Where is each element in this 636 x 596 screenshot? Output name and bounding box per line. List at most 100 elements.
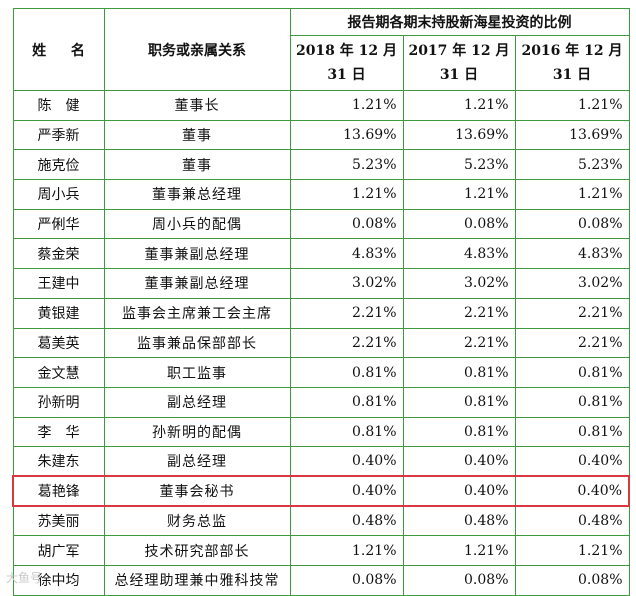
cell-role: 周小兵的配偶 — [103, 208, 291, 240]
cell-2016: 0.81% — [514, 386, 630, 418]
cell-name: 施克俭 — [12, 149, 105, 181]
cell-2018: 3.02% — [289, 268, 404, 299]
cell-role: 副总经理 — [103, 386, 291, 418]
cell-2016: 1.21% — [514, 535, 630, 566]
cell-2017: 1.21% — [402, 90, 516, 121]
cell-2016: 2.21% — [514, 297, 630, 329]
cell-2018: 0.08% — [289, 208, 404, 240]
cell-name: 孙新明 — [12, 386, 105, 418]
cell-2016: 0.08% — [514, 565, 630, 596]
cell-2016: 4.83% — [514, 238, 630, 270]
cell-name: 李 华 — [12, 416, 105, 448]
cell-2018: 0.08% — [289, 565, 404, 596]
cell-2017: 2.21% — [402, 297, 516, 329]
table-row: 王建中 董事兼副总经理 3.02% 3.02% 3.02% — [12, 268, 630, 299]
cell-2017: 2.21% — [402, 327, 516, 359]
cell-2016: 0.40% — [514, 446, 630, 477]
cell-role: 监事会主席兼工会主席 — [103, 297, 291, 329]
shareholding-table: 姓 名 职务或亲属关系 报告期各期末持股新海星投资的比例 2018 年 12 月… — [12, 8, 630, 596]
table-row: 葛美英 监事兼品保部部长 2.21% 2.21% 2.21% — [12, 327, 630, 359]
header-name: 姓 名 — [12, 8, 105, 91]
cell-role: 财务总监 — [103, 505, 291, 537]
cell-2017: 13.69% — [402, 119, 516, 151]
cell-2018: 0.81% — [289, 357, 404, 388]
cell-role: 职工监事 — [103, 357, 291, 388]
cell-name: 苏美丽 — [12, 505, 105, 537]
cell-role: 董事会秘书 — [103, 475, 291, 508]
cell-role: 副总经理 — [103, 446, 291, 477]
cell-role: 监事兼品保部部长 — [103, 327, 291, 359]
cell-2017: 0.40% — [402, 475, 516, 508]
cell-2016: 1.21% — [514, 179, 630, 210]
cell-2017: 1.21% — [402, 535, 516, 566]
cell-2018: 2.21% — [289, 297, 404, 329]
cell-2017: 0.08% — [402, 565, 516, 596]
cell-name: 严俐华 — [12, 208, 105, 240]
cell-2016: 3.02% — [514, 268, 630, 299]
cell-2017: 5.23% — [402, 149, 516, 181]
cell-2018: 5.23% — [289, 149, 404, 181]
cell-2017: 0.40% — [402, 446, 516, 477]
cell-2018: 13.69% — [289, 119, 404, 151]
cell-2018: 1.21% — [289, 179, 404, 210]
cell-role: 总经理助理兼中雅科技常 — [103, 565, 291, 596]
cell-role: 董事兼副总经理 — [103, 268, 291, 299]
cell-name: 王建中 — [12, 268, 105, 299]
cell-2018: 0.40% — [289, 475, 404, 508]
watermark: 大鱼号 — [6, 571, 43, 585]
table-row: 严俐华 周小兵的配偶 0.08% 0.08% 0.08% — [12, 208, 630, 240]
cell-2016: 0.08% — [514, 208, 630, 240]
header-year-2018: 2018 年 12 月 31 日 — [289, 35, 404, 91]
table-row: 严季新 董事 13.69% 13.69% 13.69% — [12, 119, 630, 151]
cell-2017: 3.02% — [402, 268, 516, 299]
cell-name: 胡广军 — [12, 535, 105, 566]
cell-role: 董事 — [103, 149, 291, 181]
cell-2017: 1.21% — [402, 179, 516, 210]
table-row: 徐中均 总经理助理兼中雅科技常 0.08% 0.08% 0.08% — [12, 565, 630, 596]
header-year-2017: 2017 年 12 月 31 日 — [402, 35, 516, 91]
table-row: 施克俭 董事 5.23% 5.23% 5.23% — [12, 149, 630, 181]
table-row: 孙新明 副总经理 0.81% 0.81% 0.81% — [12, 386, 630, 418]
cell-role: 董事兼总经理 — [103, 179, 291, 210]
cell-name: 蔡金荣 — [12, 238, 105, 270]
table-body: 陈 健董事长 1.21% 1.21% 1.21% 严季新 董事 13.69% 13.69% 13… — [12, 90, 630, 596]
cell-2016: 0.81% — [514, 357, 630, 388]
cell-name: 陈 健 — [12, 90, 105, 121]
cell-2016: 2.21% — [514, 327, 630, 359]
cell-role: 董事长 — [103, 90, 291, 121]
table-row: 李 华孙新明的配偶 0.81% 0.81% 0.81% — [12, 416, 630, 448]
cell-2017: 0.48% — [402, 505, 516, 537]
table-row: 金文慧 职工监事 0.81% 0.81% 0.81% — [12, 357, 630, 388]
cell-2018: 0.81% — [289, 386, 404, 418]
cell-2018: 0.48% — [289, 505, 404, 537]
cell-2018: 2.21% — [289, 327, 404, 359]
table-row: 胡广军 技术研究部部长 1.21% 1.21% 1.21% — [12, 535, 630, 566]
table-row: 陈 健董事长 1.21% 1.21% 1.21% — [12, 90, 630, 121]
table-row: 黄银建 监事会主席兼工会主席 2.21% 2.21% 2.21% — [12, 297, 630, 329]
header-group-title: 报告期各期末持股新海星投资的比例 — [289, 8, 630, 36]
cell-name: 葛艳锋 — [12, 475, 105, 508]
cell-name: 黄银建 — [12, 297, 105, 329]
header-role: 职务或亲属关系 — [103, 8, 291, 91]
table-row: 周小兵 董事兼总经理 1.21% 1.21% 1.21% — [12, 179, 630, 210]
table-row: 蔡金荣 董事兼副总经理 4.83% 4.83% 4.83% — [12, 238, 630, 270]
cell-name: 金文慧 — [12, 357, 105, 388]
cell-2017: 0.81% — [402, 386, 516, 418]
cell-role: 孙新明的配偶 — [103, 416, 291, 448]
cell-2016: 13.69% — [514, 119, 630, 151]
cell-2018: 1.21% — [289, 90, 404, 121]
cell-role: 技术研究部部长 — [103, 535, 291, 566]
cell-2018: 4.83% — [289, 238, 404, 270]
cell-2017: 0.81% — [402, 416, 516, 448]
cell-2016: 5.23% — [514, 149, 630, 181]
cell-name: 严季新 — [12, 119, 105, 151]
cell-name: 葛美英 — [12, 327, 105, 359]
cell-2017: 4.83% — [402, 238, 516, 270]
table-row: 苏美丽 财务总监 0.48% 0.48% 0.48% — [12, 505, 630, 537]
cell-2018: 1.21% — [289, 535, 404, 566]
cell-2017: 0.08% — [402, 208, 516, 240]
cell-role: 董事 — [103, 119, 291, 151]
cell-2016: 0.48% — [514, 505, 630, 537]
table-row: 朱建东 副总经理 0.40% 0.40% 0.40% — [12, 446, 630, 477]
